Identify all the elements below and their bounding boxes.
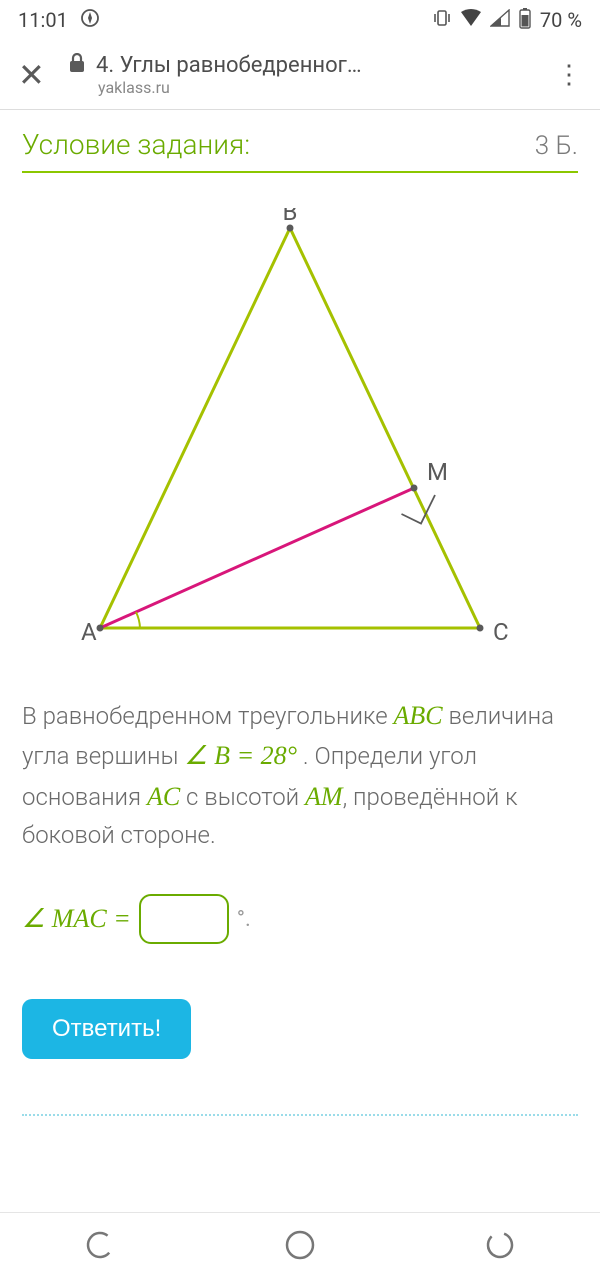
- answer-suffix: °.: [237, 907, 251, 932]
- math-abc: ABC: [393, 701, 442, 730]
- status-bar: 11:01 70 %: [0, 0, 600, 40]
- math-ac: AC: [147, 782, 180, 811]
- status-time: 11:01: [18, 8, 68, 32]
- page-url: yaklass.ru: [98, 78, 552, 97]
- nav-bar: [0, 1212, 600, 1280]
- wifi-icon: [460, 8, 482, 32]
- separator: [22, 1114, 578, 1116]
- problem-text: В равнобедренном треугольнике ABC величи…: [22, 696, 578, 854]
- menu-icon[interactable]: ⋮: [552, 60, 582, 90]
- vertex-label-a: A: [81, 618, 97, 646]
- math-am: AM: [305, 782, 343, 811]
- task-points: 3 Б.: [535, 131, 578, 161]
- submit-button[interactable]: Ответить!: [22, 999, 191, 1059]
- task-header: Условие задания: 3 Б.: [22, 110, 578, 173]
- nav-back-icon[interactable]: [483, 1228, 517, 1266]
- close-icon[interactable]: ✕: [18, 56, 58, 94]
- triangle-diagram: B A C M: [22, 208, 578, 668]
- vertex-label-b: B: [283, 208, 298, 226]
- answer-row: ∠ MAC = °.: [22, 894, 578, 944]
- vertex-label-m: M: [427, 458, 448, 486]
- vertex-label-c: C: [493, 618, 509, 646]
- content-area: Условие задания: 3 Б. B A C M В равнобед…: [0, 110, 600, 1116]
- nav-home-icon[interactable]: [283, 1228, 317, 1266]
- browser-bar: ✕ 4. Углы равнобедренног… yaklass.ru ⋮: [0, 40, 600, 110]
- task-label: Условие задания:: [22, 128, 250, 161]
- battery-text: 70 %: [540, 8, 582, 32]
- battery-icon: [518, 7, 532, 34]
- nav-refresh-icon[interactable]: [83, 1228, 117, 1266]
- answer-input[interactable]: [139, 894, 229, 944]
- math-angle-b: ∠ B = 28°: [184, 741, 297, 770]
- signal-icon: [490, 8, 510, 32]
- compass-icon: [80, 8, 100, 33]
- lock-icon: [68, 53, 86, 77]
- page-title: 4. Углы равнобедренног…: [96, 53, 362, 78]
- answer-prefix: ∠ MAC =: [22, 904, 131, 934]
- vibrate-icon: [432, 8, 452, 33]
